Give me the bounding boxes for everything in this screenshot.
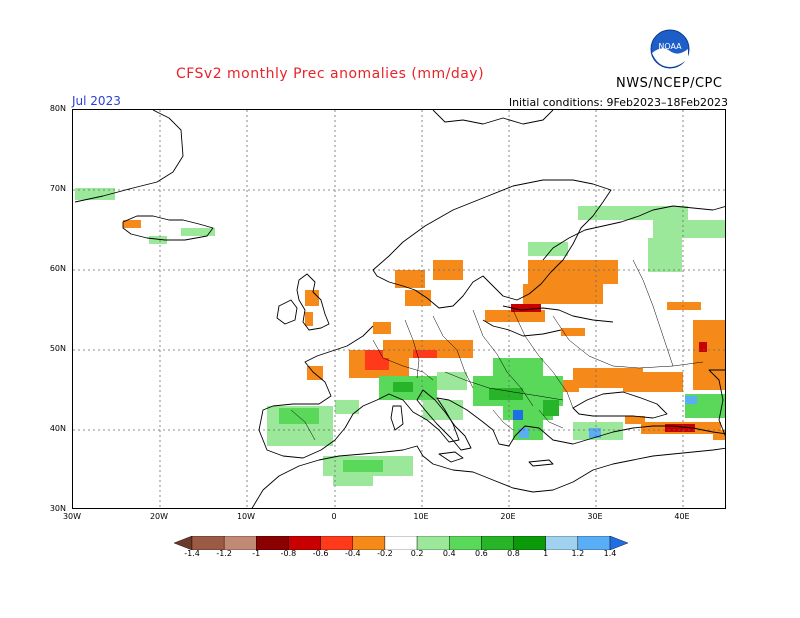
lon-label: 10E (413, 512, 429, 521)
chart-title: CFSv2 monthly Prec anomalies (mm/day) (175, 66, 485, 82)
patch (528, 242, 568, 256)
lon-label: 0 (331, 512, 337, 521)
legend-tick-label: -0.2 (377, 549, 393, 558)
legend-swatch (449, 535, 482, 551)
patch (405, 290, 431, 306)
patch (383, 340, 473, 358)
legend-tick-label: 1.4 (603, 549, 617, 558)
patch (395, 270, 425, 288)
legend-tick-label: -0.4 (344, 549, 361, 558)
map-canvas (73, 110, 725, 508)
legend-swatch (577, 535, 611, 551)
agency-label: NWS/NCEP/CPC (616, 76, 723, 91)
legend-tick-label: -1.4 (184, 549, 200, 558)
legend-swatch (481, 535, 514, 551)
legend-swatch (352, 535, 386, 551)
patch (699, 342, 707, 352)
legend-tick-label: -0.8 (280, 549, 297, 558)
patch (653, 220, 725, 238)
lat-label: 60N (49, 264, 66, 273)
patch (528, 260, 618, 284)
legend-swatch (223, 535, 257, 551)
patch (413, 350, 437, 358)
patch (393, 382, 413, 392)
svg-text:NOAA: NOAA (658, 42, 682, 51)
legend-swatch (320, 535, 353, 551)
anomaly-patches (75, 188, 725, 486)
legend-swatch (288, 535, 321, 551)
lat-label: 30N (49, 504, 66, 513)
lon-label: 10W (236, 512, 256, 521)
patch (149, 236, 167, 244)
legend-swatch (173, 535, 193, 551)
patch (511, 304, 541, 312)
patch (437, 372, 467, 390)
lat-label: 40N (49, 424, 66, 433)
legend-bar (173, 535, 629, 551)
patch (513, 410, 523, 420)
patch (667, 302, 701, 310)
patch (305, 312, 313, 326)
patch (493, 358, 543, 378)
legend-swatch (191, 535, 225, 551)
coastlines (74, 110, 725, 508)
patch (373, 322, 391, 334)
anomaly-map (72, 109, 726, 509)
legend-tick-label: 0.6 (475, 549, 488, 558)
legend-tick-label: -1 (252, 549, 261, 558)
legend-tick-label: -1.2 (216, 549, 232, 558)
legend-swatch (256, 535, 289, 551)
patch (343, 460, 383, 472)
patch (489, 388, 523, 400)
legend-tick-label: 0.2 (410, 549, 424, 558)
legend-swatch (416, 535, 450, 551)
patch (625, 416, 645, 424)
legend-swatch (513, 535, 546, 551)
legend-tick-label: 1 (543, 549, 549, 558)
patch (648, 238, 682, 272)
patch (279, 408, 319, 424)
patch (523, 284, 603, 304)
patch (485, 310, 545, 322)
lon-label: 40E (674, 512, 690, 521)
patch (578, 206, 688, 220)
noaa-logo: NOAA (650, 29, 690, 69)
patch (559, 380, 579, 392)
patch (75, 188, 115, 200)
patch (665, 424, 695, 432)
patch (305, 290, 319, 306)
legend-swatch (609, 535, 629, 551)
lon-label: 30W (62, 512, 82, 521)
patch (335, 400, 359, 414)
patch (333, 476, 373, 486)
lon-label: 30E (587, 512, 603, 521)
patch (589, 428, 601, 438)
graticule (73, 110, 725, 508)
lat-label: 50N (49, 344, 66, 353)
color-legend (173, 535, 629, 551)
initial-conditions: Initial conditions: 9Feb2023–18Feb2023 (508, 96, 728, 109)
patch (561, 328, 585, 336)
lat-label: 70N (49, 184, 66, 193)
borders (290, 259, 704, 441)
lat-label: 80N (49, 104, 66, 113)
patch (685, 396, 697, 404)
lon-label: 20W (149, 512, 169, 521)
legend-tick-label: 0.4 (442, 549, 456, 558)
patch (693, 320, 725, 390)
patch (623, 372, 683, 392)
lon-label: 20E (500, 512, 516, 521)
patch (123, 220, 141, 228)
patch (181, 228, 215, 236)
forecast-month: Jul 2023 (72, 94, 121, 108)
legend-tick-label: 0.8 (507, 549, 520, 558)
patch (713, 430, 725, 440)
patch (519, 428, 529, 438)
legend-swatch (545, 535, 579, 551)
legend-tick-label: -0.6 (312, 549, 329, 558)
legend-swatch (384, 535, 418, 551)
legend-tick-label: 1.2 (571, 549, 585, 558)
patch (543, 400, 559, 416)
